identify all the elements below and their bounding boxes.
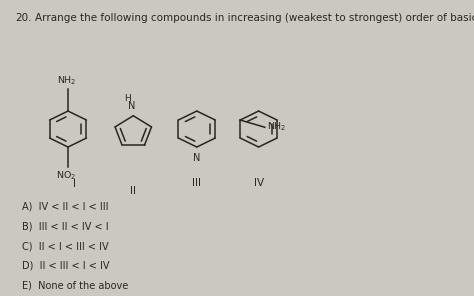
Text: H: H (124, 94, 130, 103)
Text: NH$_2$: NH$_2$ (266, 120, 286, 133)
Text: B)  III < II < IV < I: B) III < II < IV < I (22, 221, 108, 231)
Text: II: II (130, 186, 136, 196)
Text: I: I (73, 179, 76, 189)
Text: IV: IV (254, 178, 264, 187)
Text: NH$_2$: NH$_2$ (56, 75, 76, 87)
Text: E)  None of the above: E) None of the above (22, 281, 128, 291)
Text: NO$_2$: NO$_2$ (56, 170, 76, 182)
Text: Arrange the following compounds in increasing (weakest to strongest) order of ba: Arrange the following compounds in incre… (36, 13, 474, 23)
Text: N: N (193, 153, 201, 163)
Text: III: III (192, 178, 201, 187)
Text: 20.: 20. (15, 13, 31, 23)
Text: D)  II < III < I < IV: D) II < III < I < IV (22, 261, 109, 271)
Text: C)  II < I < III < IV: C) II < I < III < IV (22, 241, 108, 251)
Text: A)  IV < II < I < III: A) IV < II < I < III (22, 202, 108, 212)
Text: N: N (128, 101, 135, 110)
